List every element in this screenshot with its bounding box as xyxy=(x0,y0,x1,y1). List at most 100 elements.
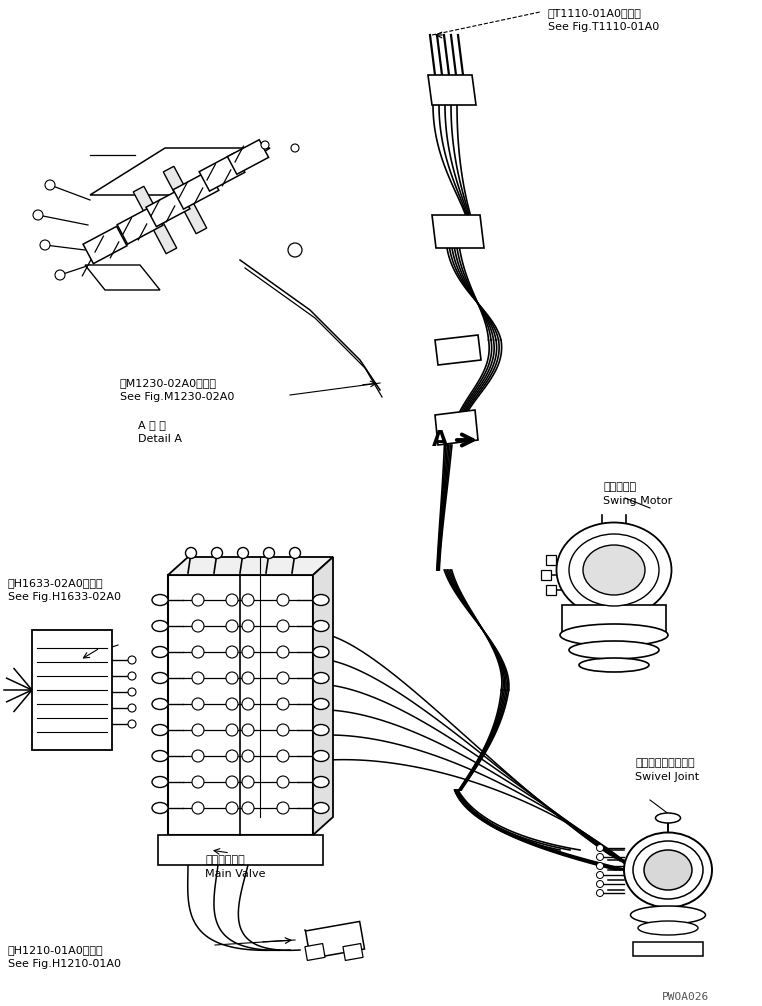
Circle shape xyxy=(192,724,204,736)
Polygon shape xyxy=(343,944,363,961)
Ellipse shape xyxy=(638,921,698,935)
Circle shape xyxy=(192,646,204,658)
Ellipse shape xyxy=(569,534,659,606)
Circle shape xyxy=(288,243,302,257)
Circle shape xyxy=(226,594,238,606)
Polygon shape xyxy=(305,944,325,961)
Circle shape xyxy=(277,646,289,658)
Bar xyxy=(562,605,666,635)
Circle shape xyxy=(192,776,204,788)
Polygon shape xyxy=(306,921,364,959)
Polygon shape xyxy=(146,189,190,226)
Circle shape xyxy=(277,594,289,606)
Circle shape xyxy=(242,802,254,814)
Circle shape xyxy=(192,672,204,684)
Circle shape xyxy=(242,698,254,710)
Circle shape xyxy=(128,688,136,696)
Text: スイベルジョイント: スイベルジョイント xyxy=(635,758,695,768)
Polygon shape xyxy=(83,226,127,264)
Circle shape xyxy=(597,880,604,887)
Ellipse shape xyxy=(152,672,168,683)
Circle shape xyxy=(226,698,238,710)
Text: 第M1230-02A0図参照: 第M1230-02A0図参照 xyxy=(120,378,217,388)
Circle shape xyxy=(192,620,204,632)
Circle shape xyxy=(226,724,238,736)
Circle shape xyxy=(128,656,136,664)
Polygon shape xyxy=(173,171,219,209)
Circle shape xyxy=(128,672,136,680)
Ellipse shape xyxy=(313,647,329,658)
Text: 第H1633-02A0図参照: 第H1633-02A0図参照 xyxy=(8,578,104,588)
Circle shape xyxy=(277,620,289,632)
Polygon shape xyxy=(227,140,268,174)
Ellipse shape xyxy=(152,595,168,606)
Polygon shape xyxy=(435,335,481,365)
Polygon shape xyxy=(85,265,160,290)
Circle shape xyxy=(597,889,604,896)
Text: メインバルブ: メインバルブ xyxy=(205,855,245,865)
Circle shape xyxy=(242,724,254,736)
Circle shape xyxy=(597,871,604,878)
Polygon shape xyxy=(90,148,270,195)
Text: See Fig.T1110-01A0: See Fig.T1110-01A0 xyxy=(548,22,659,32)
Polygon shape xyxy=(313,557,333,835)
Circle shape xyxy=(33,210,43,220)
Circle shape xyxy=(185,547,197,558)
Ellipse shape xyxy=(152,803,168,814)
Text: A 詳 細: A 詳 細 xyxy=(138,420,166,430)
Ellipse shape xyxy=(313,750,329,762)
Circle shape xyxy=(291,144,299,152)
Bar xyxy=(546,585,556,595)
Polygon shape xyxy=(163,166,207,233)
Circle shape xyxy=(597,862,604,869)
Circle shape xyxy=(277,776,289,788)
Circle shape xyxy=(192,698,204,710)
Ellipse shape xyxy=(560,624,668,646)
Circle shape xyxy=(242,620,254,632)
Polygon shape xyxy=(199,153,245,191)
Ellipse shape xyxy=(624,833,712,907)
Text: 第T1110-01A0図参照: 第T1110-01A0図参照 xyxy=(548,8,642,18)
Circle shape xyxy=(242,776,254,788)
Circle shape xyxy=(264,547,274,558)
Ellipse shape xyxy=(152,777,168,788)
Circle shape xyxy=(261,141,269,149)
Text: A: A xyxy=(432,430,448,450)
Text: PWOA026: PWOA026 xyxy=(662,992,709,1002)
Ellipse shape xyxy=(152,724,168,735)
Circle shape xyxy=(277,724,289,736)
Circle shape xyxy=(277,750,289,762)
Ellipse shape xyxy=(630,906,706,924)
Circle shape xyxy=(212,547,223,558)
Circle shape xyxy=(242,672,254,684)
Ellipse shape xyxy=(313,777,329,788)
Text: See Fig.H1210-01A0: See Fig.H1210-01A0 xyxy=(8,959,121,969)
Ellipse shape xyxy=(313,803,329,814)
Circle shape xyxy=(226,750,238,762)
Bar xyxy=(168,575,313,835)
Circle shape xyxy=(277,672,289,684)
Circle shape xyxy=(226,672,238,684)
Polygon shape xyxy=(168,557,333,575)
Ellipse shape xyxy=(655,813,680,823)
Text: 第H1210-01A0図参照: 第H1210-01A0図参照 xyxy=(8,945,104,955)
Circle shape xyxy=(45,180,55,190)
Circle shape xyxy=(128,704,136,712)
Ellipse shape xyxy=(583,545,645,595)
Circle shape xyxy=(192,802,204,814)
Ellipse shape xyxy=(633,841,703,899)
Ellipse shape xyxy=(152,621,168,632)
Circle shape xyxy=(192,594,204,606)
Circle shape xyxy=(192,750,204,762)
Text: See Fig.M1230-02A0: See Fig.M1230-02A0 xyxy=(120,392,235,402)
Circle shape xyxy=(242,594,254,606)
Ellipse shape xyxy=(313,698,329,709)
Ellipse shape xyxy=(152,750,168,762)
Text: Swing Motor: Swing Motor xyxy=(603,496,672,506)
Circle shape xyxy=(226,646,238,658)
Ellipse shape xyxy=(313,672,329,683)
Text: Detail A: Detail A xyxy=(138,434,182,444)
Bar xyxy=(633,942,703,956)
Ellipse shape xyxy=(579,658,649,672)
Circle shape xyxy=(226,776,238,788)
